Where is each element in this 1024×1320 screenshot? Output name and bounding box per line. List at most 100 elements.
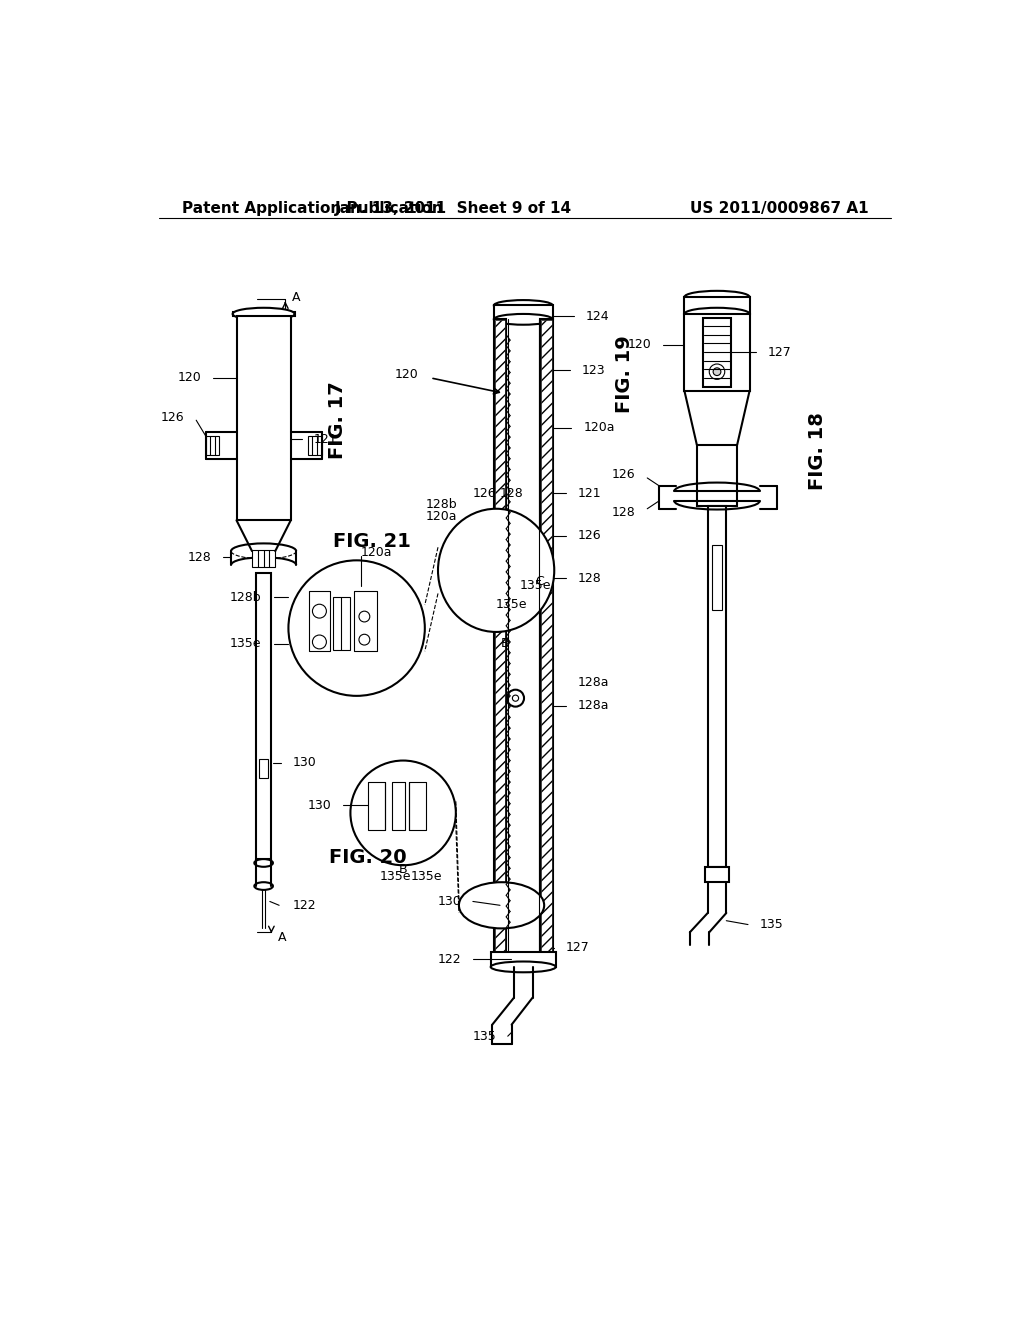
Text: FIG. 18: FIG. 18 [808, 412, 827, 490]
Text: 135e: 135e [496, 598, 527, 611]
Ellipse shape [232, 308, 295, 321]
Text: 120a: 120a [584, 421, 615, 434]
Bar [494, 305, 553, 319]
Text: 120: 120 [178, 371, 202, 384]
Bar [259, 759, 268, 779]
Text: 128b: 128b [426, 499, 458, 511]
Bar [410, 781, 426, 830]
Circle shape [713, 368, 721, 376]
Bar [256, 573, 271, 859]
Text: 126: 126 [160, 412, 183, 425]
Text: Patent Application Publication: Patent Application Publication [182, 201, 443, 216]
Text: 126: 126 [473, 487, 497, 500]
Bar [684, 297, 750, 314]
Bar [206, 436, 219, 455]
Text: 130: 130 [293, 756, 316, 770]
Bar [308, 436, 322, 455]
Bar [494, 319, 506, 952]
Ellipse shape [438, 508, 554, 632]
Bar [697, 445, 737, 507]
Text: 122: 122 [293, 899, 316, 912]
Text: 123: 123 [582, 363, 605, 376]
Bar [391, 781, 406, 830]
Ellipse shape [254, 859, 273, 867]
Circle shape [512, 556, 518, 562]
Text: Jan. 13, 2011  Sheet 9 of 14: Jan. 13, 2011 Sheet 9 of 14 [335, 201, 572, 216]
Text: FIG. 20: FIG. 20 [329, 847, 407, 867]
Bar [334, 597, 350, 649]
Circle shape [710, 364, 725, 379]
Ellipse shape [490, 961, 556, 973]
Circle shape [512, 696, 518, 701]
Text: 128b: 128b [229, 591, 261, 603]
Bar [369, 781, 385, 830]
Text: 130: 130 [437, 895, 461, 908]
Text: 128a: 128a [578, 700, 609, 713]
Ellipse shape [254, 882, 273, 890]
Ellipse shape [684, 308, 750, 321]
Circle shape [507, 550, 524, 568]
Text: 120: 120 [628, 338, 651, 351]
Text: 128: 128 [187, 550, 211, 564]
Bar [490, 952, 556, 966]
Text: 135e: 135e [411, 870, 442, 883]
Text: 135e: 135e [229, 638, 261, 649]
Text: 120a: 120a [360, 546, 392, 560]
Bar [237, 317, 291, 520]
Bar [712, 545, 722, 610]
Text: 135e: 135e [380, 870, 411, 883]
Text: B: B [399, 862, 408, 875]
Bar [495, 321, 506, 950]
Text: 126: 126 [578, 529, 601, 543]
Bar [703, 318, 731, 387]
Circle shape [312, 605, 327, 618]
Circle shape [350, 760, 456, 866]
Text: B: B [501, 638, 510, 649]
Bar [541, 321, 552, 950]
Bar [308, 591, 331, 651]
Bar [252, 549, 275, 566]
Text: FIG. 17: FIG. 17 [328, 381, 347, 459]
Circle shape [507, 689, 524, 706]
Text: 135: 135 [472, 1030, 496, 1043]
Text: 127: 127 [566, 941, 590, 954]
Text: 127: 127 [767, 346, 792, 359]
Text: A: A [292, 290, 300, 304]
Text: US 2011/0009867 A1: US 2011/0009867 A1 [689, 201, 868, 216]
Text: 135e: 135e [519, 579, 551, 593]
Ellipse shape [684, 290, 750, 304]
Circle shape [359, 611, 370, 622]
Text: 121: 121 [578, 487, 601, 500]
Ellipse shape [494, 314, 553, 325]
Bar [708, 507, 726, 867]
Ellipse shape [494, 300, 553, 312]
Text: 135: 135 [760, 917, 783, 931]
Text: 128a: 128a [578, 676, 609, 689]
Text: 126: 126 [612, 467, 636, 480]
Bar [353, 591, 377, 651]
Ellipse shape [459, 882, 544, 928]
Bar [391, 781, 406, 830]
Bar [308, 591, 331, 651]
Bar [705, 867, 729, 882]
Bar [410, 781, 426, 830]
Bar [369, 781, 385, 830]
Text: A: A [278, 931, 286, 944]
Text: C: C [535, 576, 544, 589]
Bar [232, 313, 295, 317]
Text: 128: 128 [500, 487, 523, 500]
Text: 124: 124 [586, 310, 609, 323]
Bar [684, 314, 750, 391]
Bar [353, 591, 377, 651]
Circle shape [359, 635, 370, 645]
Text: 122: 122 [437, 953, 461, 966]
Bar [541, 319, 553, 952]
Text: 130: 130 [307, 799, 331, 812]
Circle shape [312, 635, 327, 649]
Text: 121: 121 [314, 433, 338, 446]
Text: FIG. 19: FIG. 19 [614, 335, 634, 413]
Text: 120: 120 [395, 367, 419, 380]
Text: 128: 128 [612, 506, 636, 519]
Circle shape [289, 560, 425, 696]
Text: FIG. 21: FIG. 21 [334, 532, 412, 550]
